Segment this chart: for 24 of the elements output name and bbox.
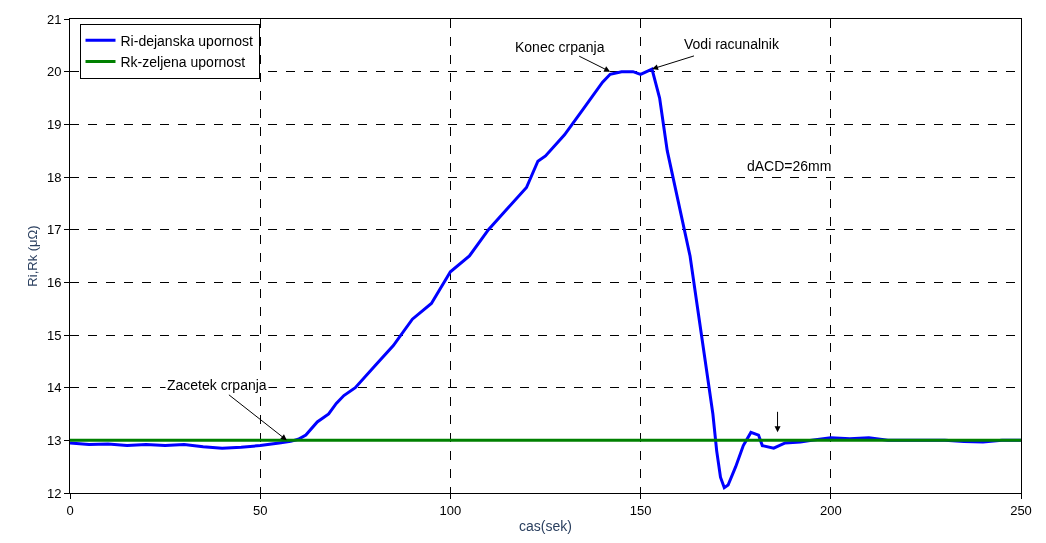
annotation: Konec crpanja xyxy=(515,39,605,55)
x-tick-label: 100 xyxy=(439,502,462,518)
y-tick-label: 14 xyxy=(46,380,62,396)
y-tick-label: 19 xyxy=(46,116,62,132)
y-tick-label: 20 xyxy=(46,64,62,80)
x-axis-title: cas(sek) xyxy=(519,517,572,534)
y-tick-label: 17 xyxy=(46,222,62,238)
annotation: Vodi racunalnik xyxy=(684,36,780,52)
y-tick-label: 21 xyxy=(46,11,62,27)
y-axis-title: Ri,Rk (μΩ) xyxy=(24,225,40,287)
y-tick-label: 13 xyxy=(46,432,62,448)
y-tick-label: 16 xyxy=(46,274,62,290)
x-tick-label: 150 xyxy=(629,502,652,518)
annotation: dACD=26mm xyxy=(747,158,832,174)
legend-label: Rk-zeljena upornost xyxy=(120,54,246,70)
annotation: Zacetek crpanja xyxy=(167,377,267,393)
x-tick-label: 0 xyxy=(66,502,74,518)
legend-label: Ri-dejanska upornost xyxy=(120,32,253,49)
y-tick-label: 12 xyxy=(46,485,62,501)
x-tick-label: 200 xyxy=(819,502,842,518)
y-tick-label: 18 xyxy=(46,169,62,185)
x-tick-label: 50 xyxy=(252,502,268,518)
x-tick-label: 250 xyxy=(1010,502,1032,518)
y-tick-label: 15 xyxy=(46,327,62,343)
